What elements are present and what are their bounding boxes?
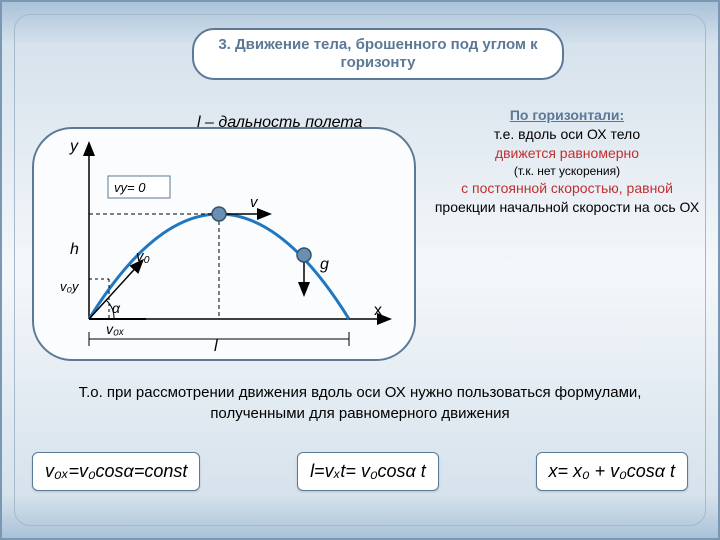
g-label: g bbox=[320, 256, 329, 273]
bottom-summary: Т.о. при рассмотрении движения вдоль оси… bbox=[32, 382, 688, 424]
alpha-label: α bbox=[112, 300, 121, 316]
title-box: 3. Движение тела, брошенного под углом к… bbox=[192, 28, 564, 80]
formula-1: v₀ₓ=v₀cosα=const bbox=[32, 452, 200, 491]
formula-2: l=vₓt= v₀cosα t bbox=[297, 452, 439, 491]
right-l4: с постоянной скоростью, равной bbox=[432, 179, 702, 198]
x-label: x bbox=[374, 302, 382, 319]
h-label: h bbox=[70, 241, 79, 258]
slide: 3. Движение тела, брошенного под углом к… bbox=[0, 0, 720, 540]
right-l2: движется равномерно bbox=[432, 144, 702, 163]
right-l3: (т.к. нет ускорения) bbox=[432, 163, 702, 179]
formula-3: x= x₀ + v₀cosα t bbox=[536, 452, 688, 491]
trajectory-diagram: y x h l α v₀ v₀ₓ v₀y v g vy= 0 bbox=[32, 127, 416, 361]
formula-row: v₀ₓ=v₀cosα=const l=vₓt= v₀cosα t x= x₀ +… bbox=[32, 452, 688, 491]
right-l1: т.е. вдоль оси ОХ тело bbox=[432, 125, 702, 144]
vy0-label: vy= 0 bbox=[114, 180, 146, 195]
right-explanation: По горизонтали: т.е. вдоль оси ОХ тело д… bbox=[432, 106, 702, 217]
v-label: v bbox=[250, 194, 259, 211]
v0x-label: v₀ₓ bbox=[106, 321, 124, 337]
diagram-svg: y x h l α v₀ v₀ₓ v₀y v g vy= 0 bbox=[34, 129, 414, 359]
y-label: y bbox=[69, 138, 79, 155]
v0-label: v₀ bbox=[136, 248, 150, 265]
l-label: l bbox=[214, 338, 218, 355]
right-heading: По горизонтали: bbox=[432, 106, 702, 125]
right-l5: проекции начальной скорости на ось ОХ bbox=[432, 198, 702, 217]
title-text: 3. Движение тела, брошенного под углом к… bbox=[218, 36, 537, 71]
v0y-label: v₀y bbox=[60, 279, 80, 294]
